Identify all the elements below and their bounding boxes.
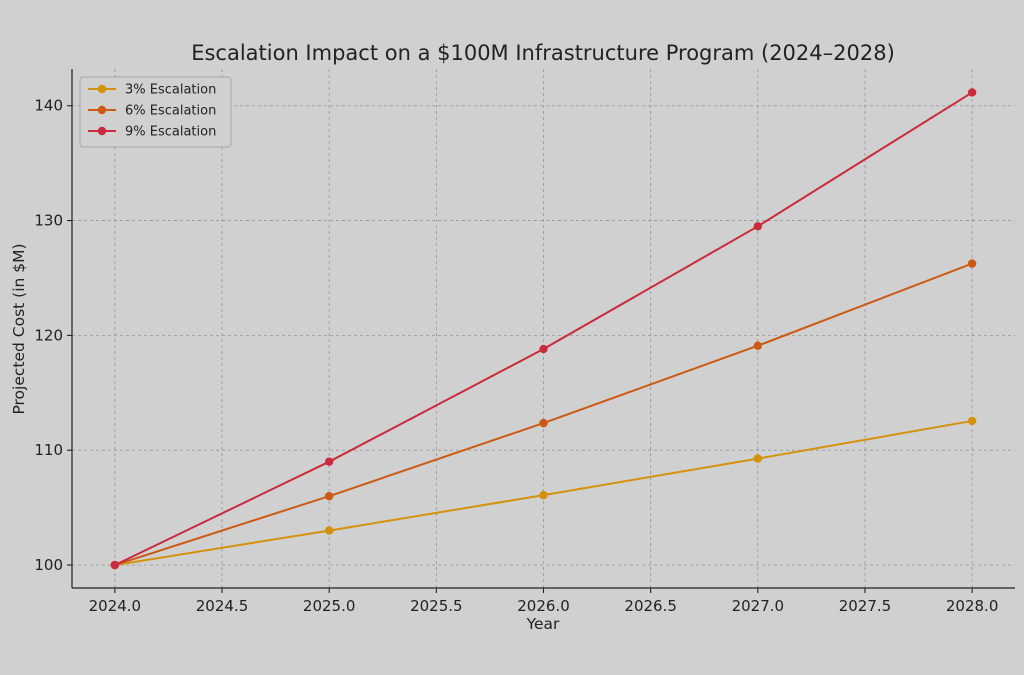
data-point-3-escalation bbox=[753, 454, 763, 463]
y-tick-label: 110 bbox=[34, 441, 63, 459]
data-point-9-escalation bbox=[324, 457, 334, 466]
x-tick-label: 2028.0 bbox=[946, 597, 999, 615]
axes bbox=[67, 69, 1015, 593]
legend-label: 6% Escalation bbox=[125, 104, 216, 119]
x-tick-label: 2027.5 bbox=[839, 597, 892, 615]
x-tick-label: 2024.5 bbox=[196, 597, 249, 615]
legend-item: 9% Escalation bbox=[88, 125, 216, 140]
data-point-3-escalation bbox=[967, 416, 977, 426]
data-point-3-escalation bbox=[324, 526, 334, 535]
y-tick-label: 100 bbox=[34, 556, 63, 574]
tick-labels: 2024.0 2024.5 2025.0 2025.5 2026.0 2026.5 2027… bbox=[34, 97, 998, 615]
legend-swatch-marker bbox=[97, 105, 107, 115]
series-3-escalation bbox=[110, 416, 977, 570]
data-point-9-escalation bbox=[967, 88, 977, 97]
y-axis-title: Projected Cost (in $M) bbox=[10, 243, 28, 414]
x-tick-label: 2026.0 bbox=[517, 597, 570, 615]
data-point-9-escalation bbox=[753, 222, 763, 231]
legend-box bbox=[79, 76, 232, 148]
series-9-escalation bbox=[110, 88, 977, 570]
y-tick-label: 140 bbox=[34, 97, 63, 115]
series-layer bbox=[110, 88, 977, 570]
legend-label: 9% Escalation bbox=[125, 125, 216, 140]
data-point-9-escalation bbox=[110, 560, 120, 570]
legend-swatch-marker bbox=[97, 84, 107, 94]
legend-swatch-marker bbox=[97, 126, 107, 136]
legend-label: 3% Escalation bbox=[125, 83, 216, 98]
data-point-6-escalation bbox=[753, 341, 763, 350]
x-tick-label: 2025.0 bbox=[303, 597, 356, 615]
x-axis-title: Year bbox=[526, 615, 560, 633]
x-tick-label: 2024.0 bbox=[89, 597, 142, 615]
x-tick-label: 2027.0 bbox=[732, 597, 785, 615]
y-tick-label: 130 bbox=[34, 212, 63, 230]
chart-title: Escalation Impact on a $100M Infrastruct… bbox=[191, 41, 895, 65]
legend: 3% Escalation 6% Escalation 9% Escalation bbox=[79, 76, 232, 148]
data-point-3-escalation bbox=[539, 490, 548, 500]
x-tick-label: 2025.5 bbox=[410, 597, 463, 615]
data-point-6-escalation bbox=[967, 259, 977, 268]
legend-item: 6% Escalation bbox=[88, 104, 216, 119]
y-tick-label: 120 bbox=[34, 326, 63, 344]
data-point-6-escalation bbox=[539, 418, 548, 428]
x-tick-label: 2026.5 bbox=[624, 597, 677, 615]
data-point-9-escalation bbox=[539, 344, 548, 354]
data-point-6-escalation bbox=[324, 491, 334, 501]
legend-item: 3% Escalation bbox=[88, 83, 216, 98]
